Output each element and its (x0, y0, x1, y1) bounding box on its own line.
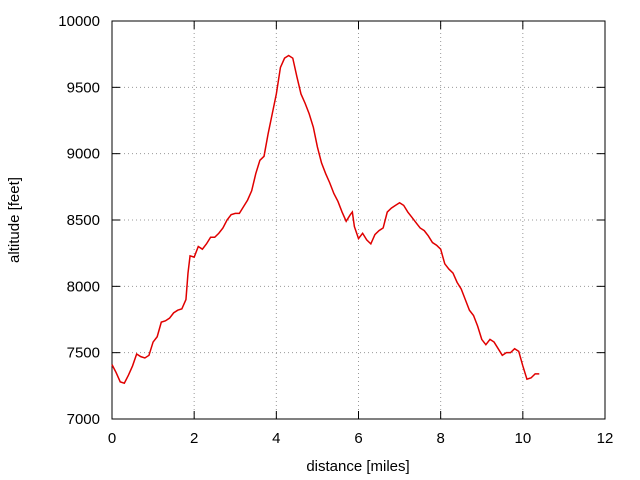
y-tick-label: 8000 (67, 278, 100, 295)
y-axis-label: altitude [feet] (6, 177, 23, 263)
x-tick-label: 0 (108, 430, 116, 447)
x-tick-label: 8 (436, 430, 444, 447)
data-line (111, 54, 540, 385)
x-tick-label: 10 (514, 430, 531, 447)
x-tick-label: 6 (354, 430, 362, 447)
x-axis-label: distance [miles] (306, 458, 409, 475)
x-tick-label: 4 (272, 430, 280, 447)
plot-border (111, 20, 606, 420)
x-tick-label: 2 (190, 430, 198, 447)
y-tick-label: 7500 (67, 345, 100, 362)
x-tick-label: 12 (597, 430, 614, 447)
y-tick-label: 10000 (58, 13, 100, 30)
y-tick-label: 8500 (67, 212, 100, 229)
y-tick-label: 7000 (67, 411, 100, 428)
y-tick-label: 9500 (67, 79, 100, 96)
y-tick-label: 9000 (67, 146, 100, 163)
